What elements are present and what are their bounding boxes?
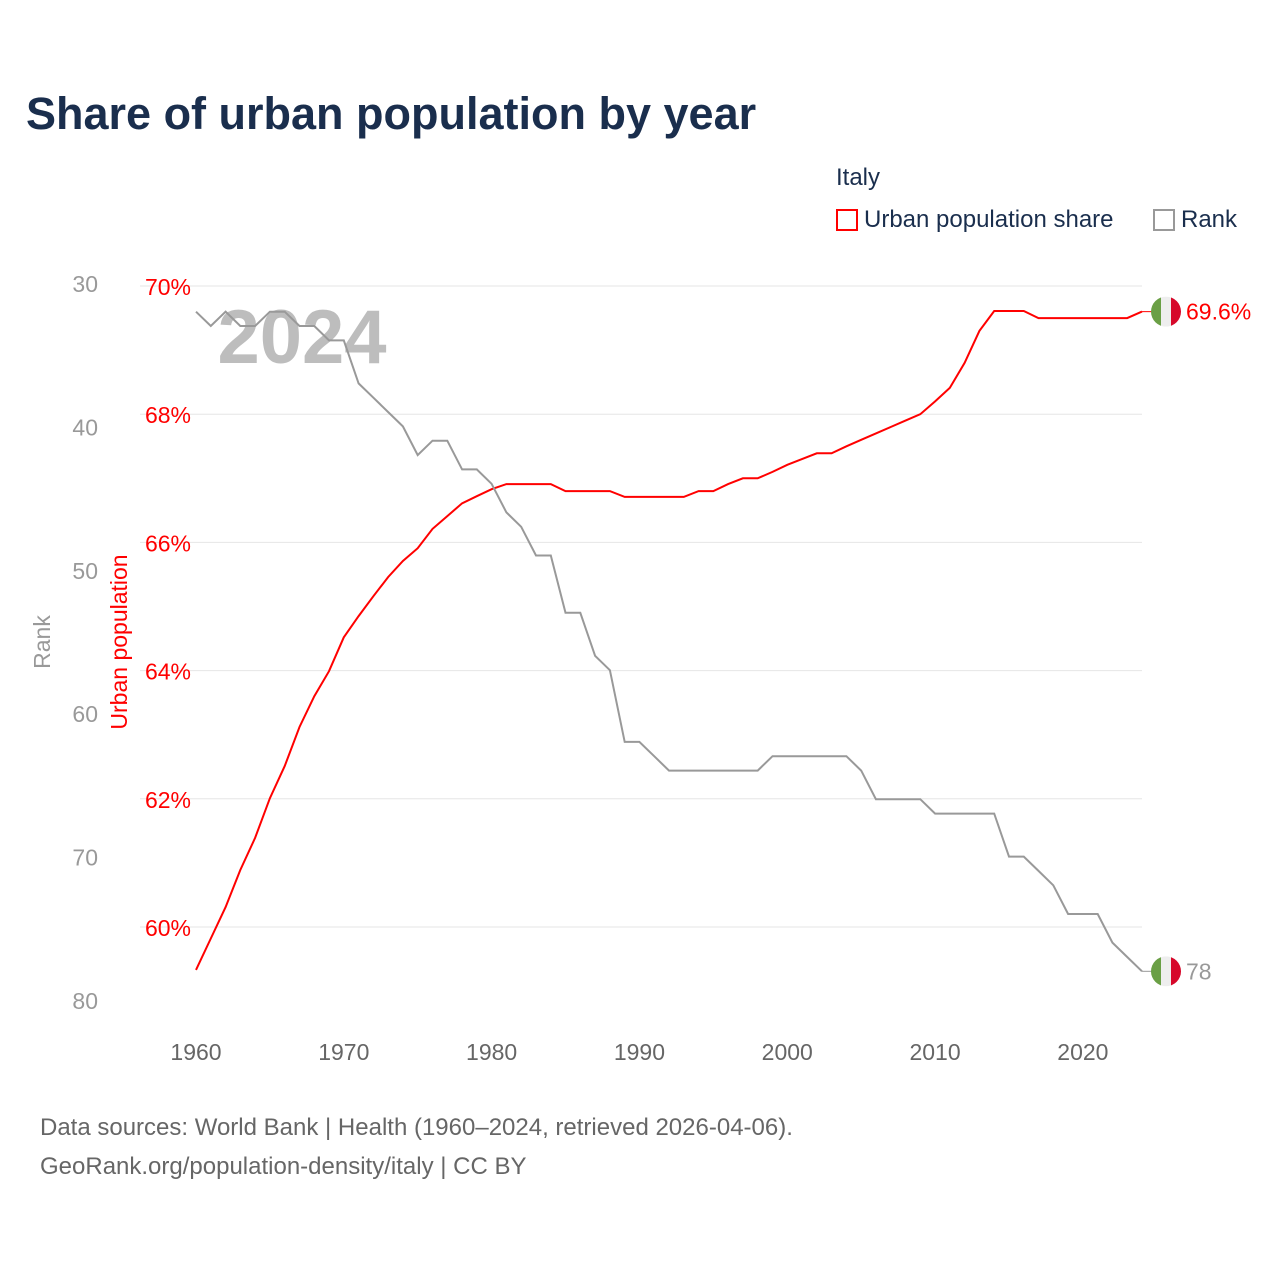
legend-swatch-urban: [836, 209, 858, 231]
x-tick-label: 2010: [909, 1039, 960, 1065]
series-line-urban: [195, 310, 1143, 971]
legend-item-rank[interactable]: Rank: [1153, 206, 1237, 234]
x-tick-label: 2020: [1057, 1039, 1108, 1065]
left-tick-label: 68%: [145, 402, 191, 428]
chart-title: Share of urban population by year: [26, 88, 757, 139]
end-value-label: 69.6%: [1186, 299, 1251, 325]
italy-flag-icon: [1151, 956, 1181, 987]
x-tick-label: 1990: [614, 1039, 665, 1065]
x-tick-label: 1980: [466, 1039, 517, 1065]
legend-title: Italy: [836, 164, 881, 191]
legend-swatch-rank: [1153, 209, 1175, 231]
left-tick-label: 66%: [145, 530, 191, 556]
end-value-label: 78: [1186, 958, 1212, 984]
left-axis-label: Urban population: [106, 554, 132, 729]
left-tick-label: 62%: [145, 787, 191, 813]
series-line-rank: [195, 310, 1143, 973]
rank-tick-label: 30: [72, 271, 98, 297]
rank-tick-label: 70: [72, 845, 98, 871]
source-line-2[interactable]: GeoRank.org/population-density/italy | C…: [40, 1153, 527, 1180]
legend-item-urban[interactable]: Urban population share: [836, 206, 1114, 234]
left-tick-label: 60%: [145, 915, 191, 941]
x-tick-label: 1970: [318, 1039, 369, 1065]
legend-label-rank: Rank: [1181, 206, 1238, 233]
source-line-1: Data sources: World Bank | Health (1960–…: [40, 1114, 793, 1141]
legend-label-urban: Urban population share: [864, 206, 1114, 233]
left-tick-label: 64%: [145, 659, 191, 685]
x-tick-label: 2000: [762, 1039, 813, 1065]
left-tick-label: 70%: [145, 274, 191, 300]
italy-flag-icon: [1151, 296, 1181, 327]
rank-axis-label: Rank: [29, 615, 55, 669]
rank-tick-label: 40: [72, 414, 98, 440]
rank-tick-label: 60: [72, 701, 98, 727]
source-note: Data sources: World Bank | Health (1960–…: [40, 1108, 793, 1186]
rank-tick-label: 80: [72, 988, 98, 1014]
year-watermark: 2024: [217, 295, 386, 380]
x-tick-label: 1960: [170, 1039, 221, 1065]
rank-tick-label: 50: [72, 558, 98, 584]
